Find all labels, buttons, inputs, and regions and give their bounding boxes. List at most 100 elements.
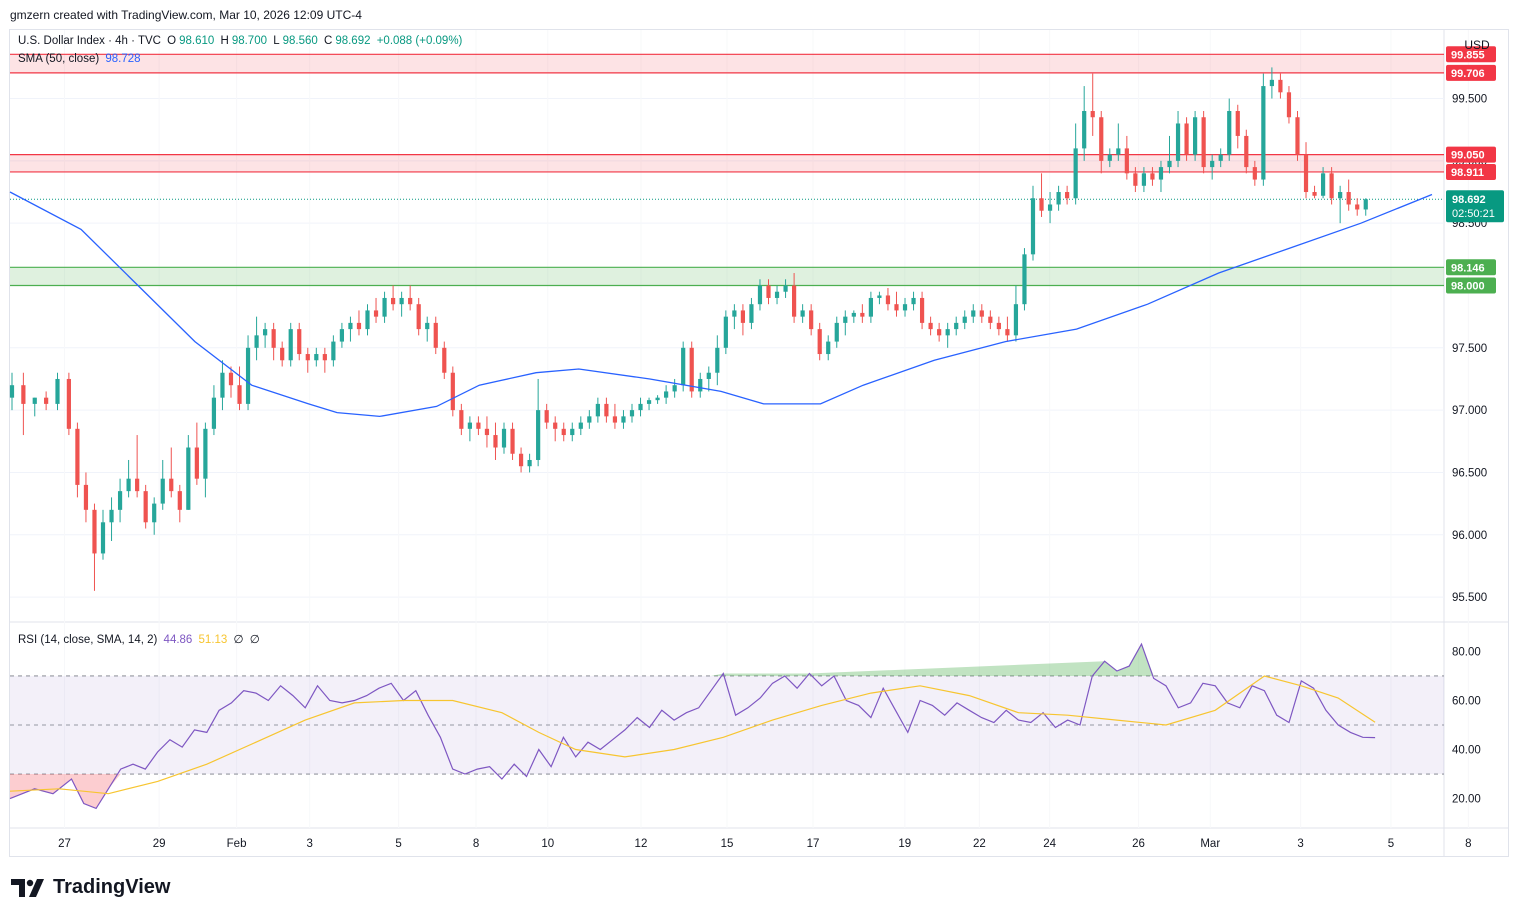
axes: 95.50096.00096.50097.00097.50098.00098.5… — [58, 46, 1504, 850]
legend-close-label: C — [324, 35, 333, 47]
candle-up — [629, 410, 635, 417]
legend-open: 98.610 — [179, 35, 215, 47]
candle-down — [433, 322, 438, 348]
candle-up — [962, 316, 967, 323]
time-tick-label: 10 — [541, 838, 554, 850]
candle-down — [297, 329, 302, 355]
candle-down — [894, 304, 899, 311]
chart-frame[interactable] — [9, 29, 1509, 857]
price-tick-label: 99.500 — [1452, 94, 1487, 106]
zone-price-label: 99.855 — [1451, 49, 1485, 61]
candle-up — [1218, 154, 1223, 161]
legend-symbol: U.S. Dollar Index · 4h · TVC — [18, 35, 161, 47]
zone-price-tag — [1446, 259, 1496, 276]
candle-up — [55, 378, 60, 404]
candle-down — [1355, 204, 1360, 210]
candle-up — [1338, 192, 1343, 199]
candle-down — [92, 509, 97, 554]
time-tick-label: 24 — [1043, 838, 1056, 850]
candle-up — [723, 316, 728, 348]
candle-up — [527, 459, 532, 467]
time-tick-label: 8 — [1465, 838, 1471, 850]
time-tick-label: 19 — [898, 838, 911, 850]
candle-up — [646, 400, 652, 404]
legend-rsi-extra1: ∅ — [233, 634, 244, 646]
price-tick-label: 97.500 — [1452, 343, 1487, 355]
rsi-pane — [9, 642, 1444, 810]
zone-price-label: 99.050 — [1451, 150, 1485, 162]
zone-price-tag — [1446, 163, 1496, 180]
candle-up — [501, 428, 507, 448]
candle-down — [484, 428, 490, 436]
time-tick-label: 26 — [1132, 838, 1145, 850]
time-tick-label: 5 — [1388, 838, 1394, 850]
time-tick-label: 22 — [973, 838, 986, 850]
candles — [9, 67, 1368, 591]
candle-up — [1167, 160, 1172, 168]
candle-down — [1303, 154, 1309, 193]
time-tick-label: 29 — [153, 838, 166, 850]
candle-down — [83, 484, 89, 510]
candle-up — [211, 397, 217, 429]
candle-up — [100, 522, 106, 554]
candle-down — [689, 347, 694, 392]
candle-up — [1022, 254, 1027, 305]
legend-close: 98.692 — [335, 35, 371, 47]
candle-down — [1039, 198, 1044, 211]
candle-down — [766, 285, 771, 298]
sma-line — [9, 191, 1433, 418]
currency-label[interactable]: USD — [1464, 38, 1490, 52]
candle-down — [1295, 117, 1300, 155]
candle-up — [1030, 198, 1036, 255]
candle-up — [595, 403, 600, 417]
candle-down — [1286, 92, 1292, 118]
time-tick-label: 12 — [635, 838, 648, 850]
candle-up — [536, 410, 541, 460]
zone-price-tag — [1446, 146, 1496, 163]
price-tick-label: 97.000 — [1452, 405, 1487, 417]
candle-up — [1269, 79, 1274, 87]
candle-up — [868, 297, 873, 317]
candle-up — [245, 347, 251, 404]
candle-up — [621, 416, 626, 423]
candle-up — [578, 422, 583, 429]
candle-up — [570, 428, 575, 436]
candle-up — [800, 310, 805, 317]
candle-down — [1133, 173, 1138, 186]
candle-up — [1158, 167, 1164, 180]
candle-up — [348, 322, 353, 330]
candle-down — [928, 322, 933, 330]
candle-down — [1346, 192, 1351, 205]
legend-low: 98.560 — [282, 35, 318, 47]
rsi-line — [9, 642, 1376, 810]
candle-up — [117, 491, 123, 510]
candle-up — [902, 304, 908, 311]
candle-down — [416, 304, 421, 330]
tradingview-logo[interactable]: TradingView — [11, 876, 170, 899]
candle-down — [792, 285, 797, 317]
time-tick-label: 3 — [307, 838, 313, 850]
price-tick-label: 96.000 — [1452, 530, 1487, 542]
candle-up — [467, 422, 472, 429]
candle-up — [1210, 160, 1215, 168]
candle-up — [681, 347, 686, 386]
legend-change: +0.088 (+0.09%) — [376, 35, 463, 47]
tradingview-logo-text: TradingView — [53, 876, 171, 898]
candle-up — [9, 385, 15, 398]
candle-up — [32, 397, 37, 404]
candle-down — [280, 347, 285, 361]
candle-down — [44, 397, 49, 404]
candle-down — [1329, 173, 1334, 199]
candle-up — [757, 285, 763, 305]
rsi-tick-label: 40.00 — [1452, 745, 1481, 757]
candle-down — [271, 329, 276, 348]
rsi-ma-line — [9, 675, 1376, 795]
zone-resistance — [10, 54, 1444, 73]
candle-down — [612, 416, 618, 423]
time-tick-label: 8 — [473, 838, 479, 850]
price-tick-label: 95.500 — [1452, 592, 1487, 604]
candle-up — [954, 322, 959, 330]
time-tick-label: 27 — [58, 838, 71, 850]
candle-up — [220, 372, 225, 398]
